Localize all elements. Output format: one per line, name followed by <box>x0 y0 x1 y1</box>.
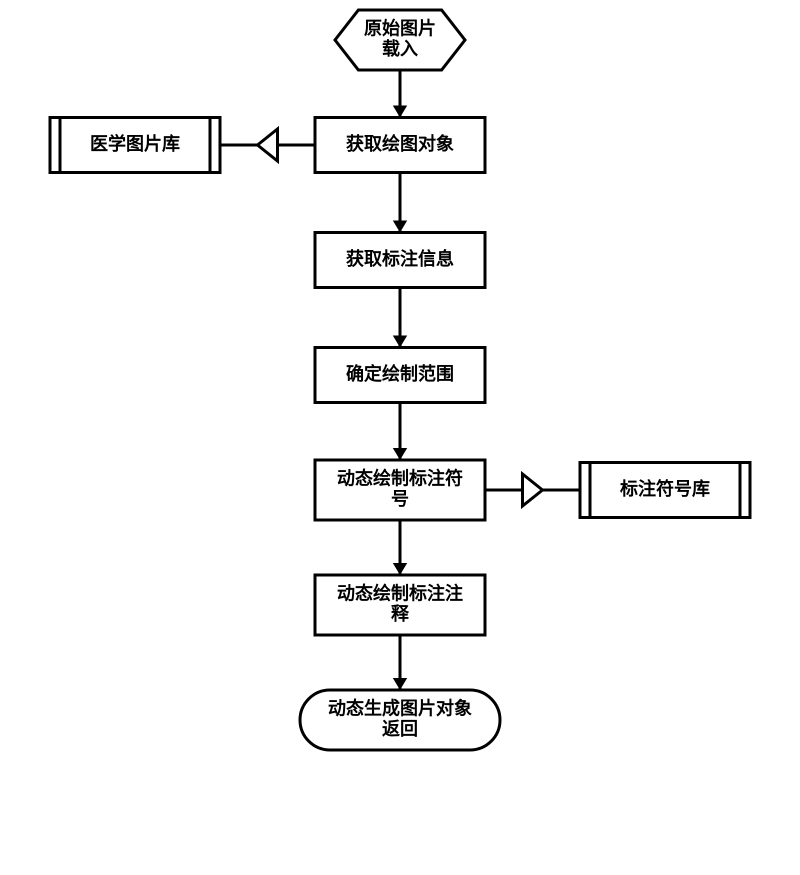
node-label: 确定绘制范围 <box>346 363 454 384</box>
end-node: 动态生成图片对象返回 <box>300 690 500 750</box>
node-label: 获取绘图对象 <box>346 133 454 154</box>
arrow-head <box>393 221 407 233</box>
process-node: 动态绘制标注注释 <box>315 575 485 635</box>
open-arrow-icon <box>258 129 278 161</box>
node-label: 号 <box>391 489 409 509</box>
arrow-head <box>393 336 407 348</box>
node-label: 释 <box>391 604 410 624</box>
process-node: 获取标注信息 <box>315 233 485 288</box>
node-label: 动态绘制标注注 <box>337 582 463 603</box>
arrow-head <box>393 563 407 575</box>
node-label: 载入 <box>382 38 418 59</box>
node-label: 原始图片 <box>364 17 436 38</box>
datastore-node: 医学图片库 <box>50 118 220 173</box>
process-node: 动态绘制标注符号 <box>315 460 485 520</box>
node-label: 动态绘制标注符 <box>337 467 463 488</box>
flowchart-diagram: 原始图片载入获取绘图对象医学图片库获取标注信息确定绘制范围动态绘制标注符号标注符… <box>0 0 800 875</box>
open-arrow-icon <box>523 474 543 506</box>
start-node: 原始图片载入 <box>335 10 465 70</box>
node-label: 医学图片库 <box>90 133 180 154</box>
arrow-head <box>393 678 407 690</box>
datastore-node: 标注符号库 <box>580 463 750 518</box>
node-label: 返回 <box>382 719 418 739</box>
node-label: 获取标注信息 <box>346 248 454 269</box>
process-node: 确定绘制范围 <box>315 348 485 403</box>
arrow-head <box>393 448 407 460</box>
arrow-head <box>393 106 407 118</box>
process-node: 获取绘图对象 <box>315 118 485 173</box>
node-label: 标注符号库 <box>619 478 710 499</box>
node-label: 动态生成图片对象 <box>328 697 472 718</box>
